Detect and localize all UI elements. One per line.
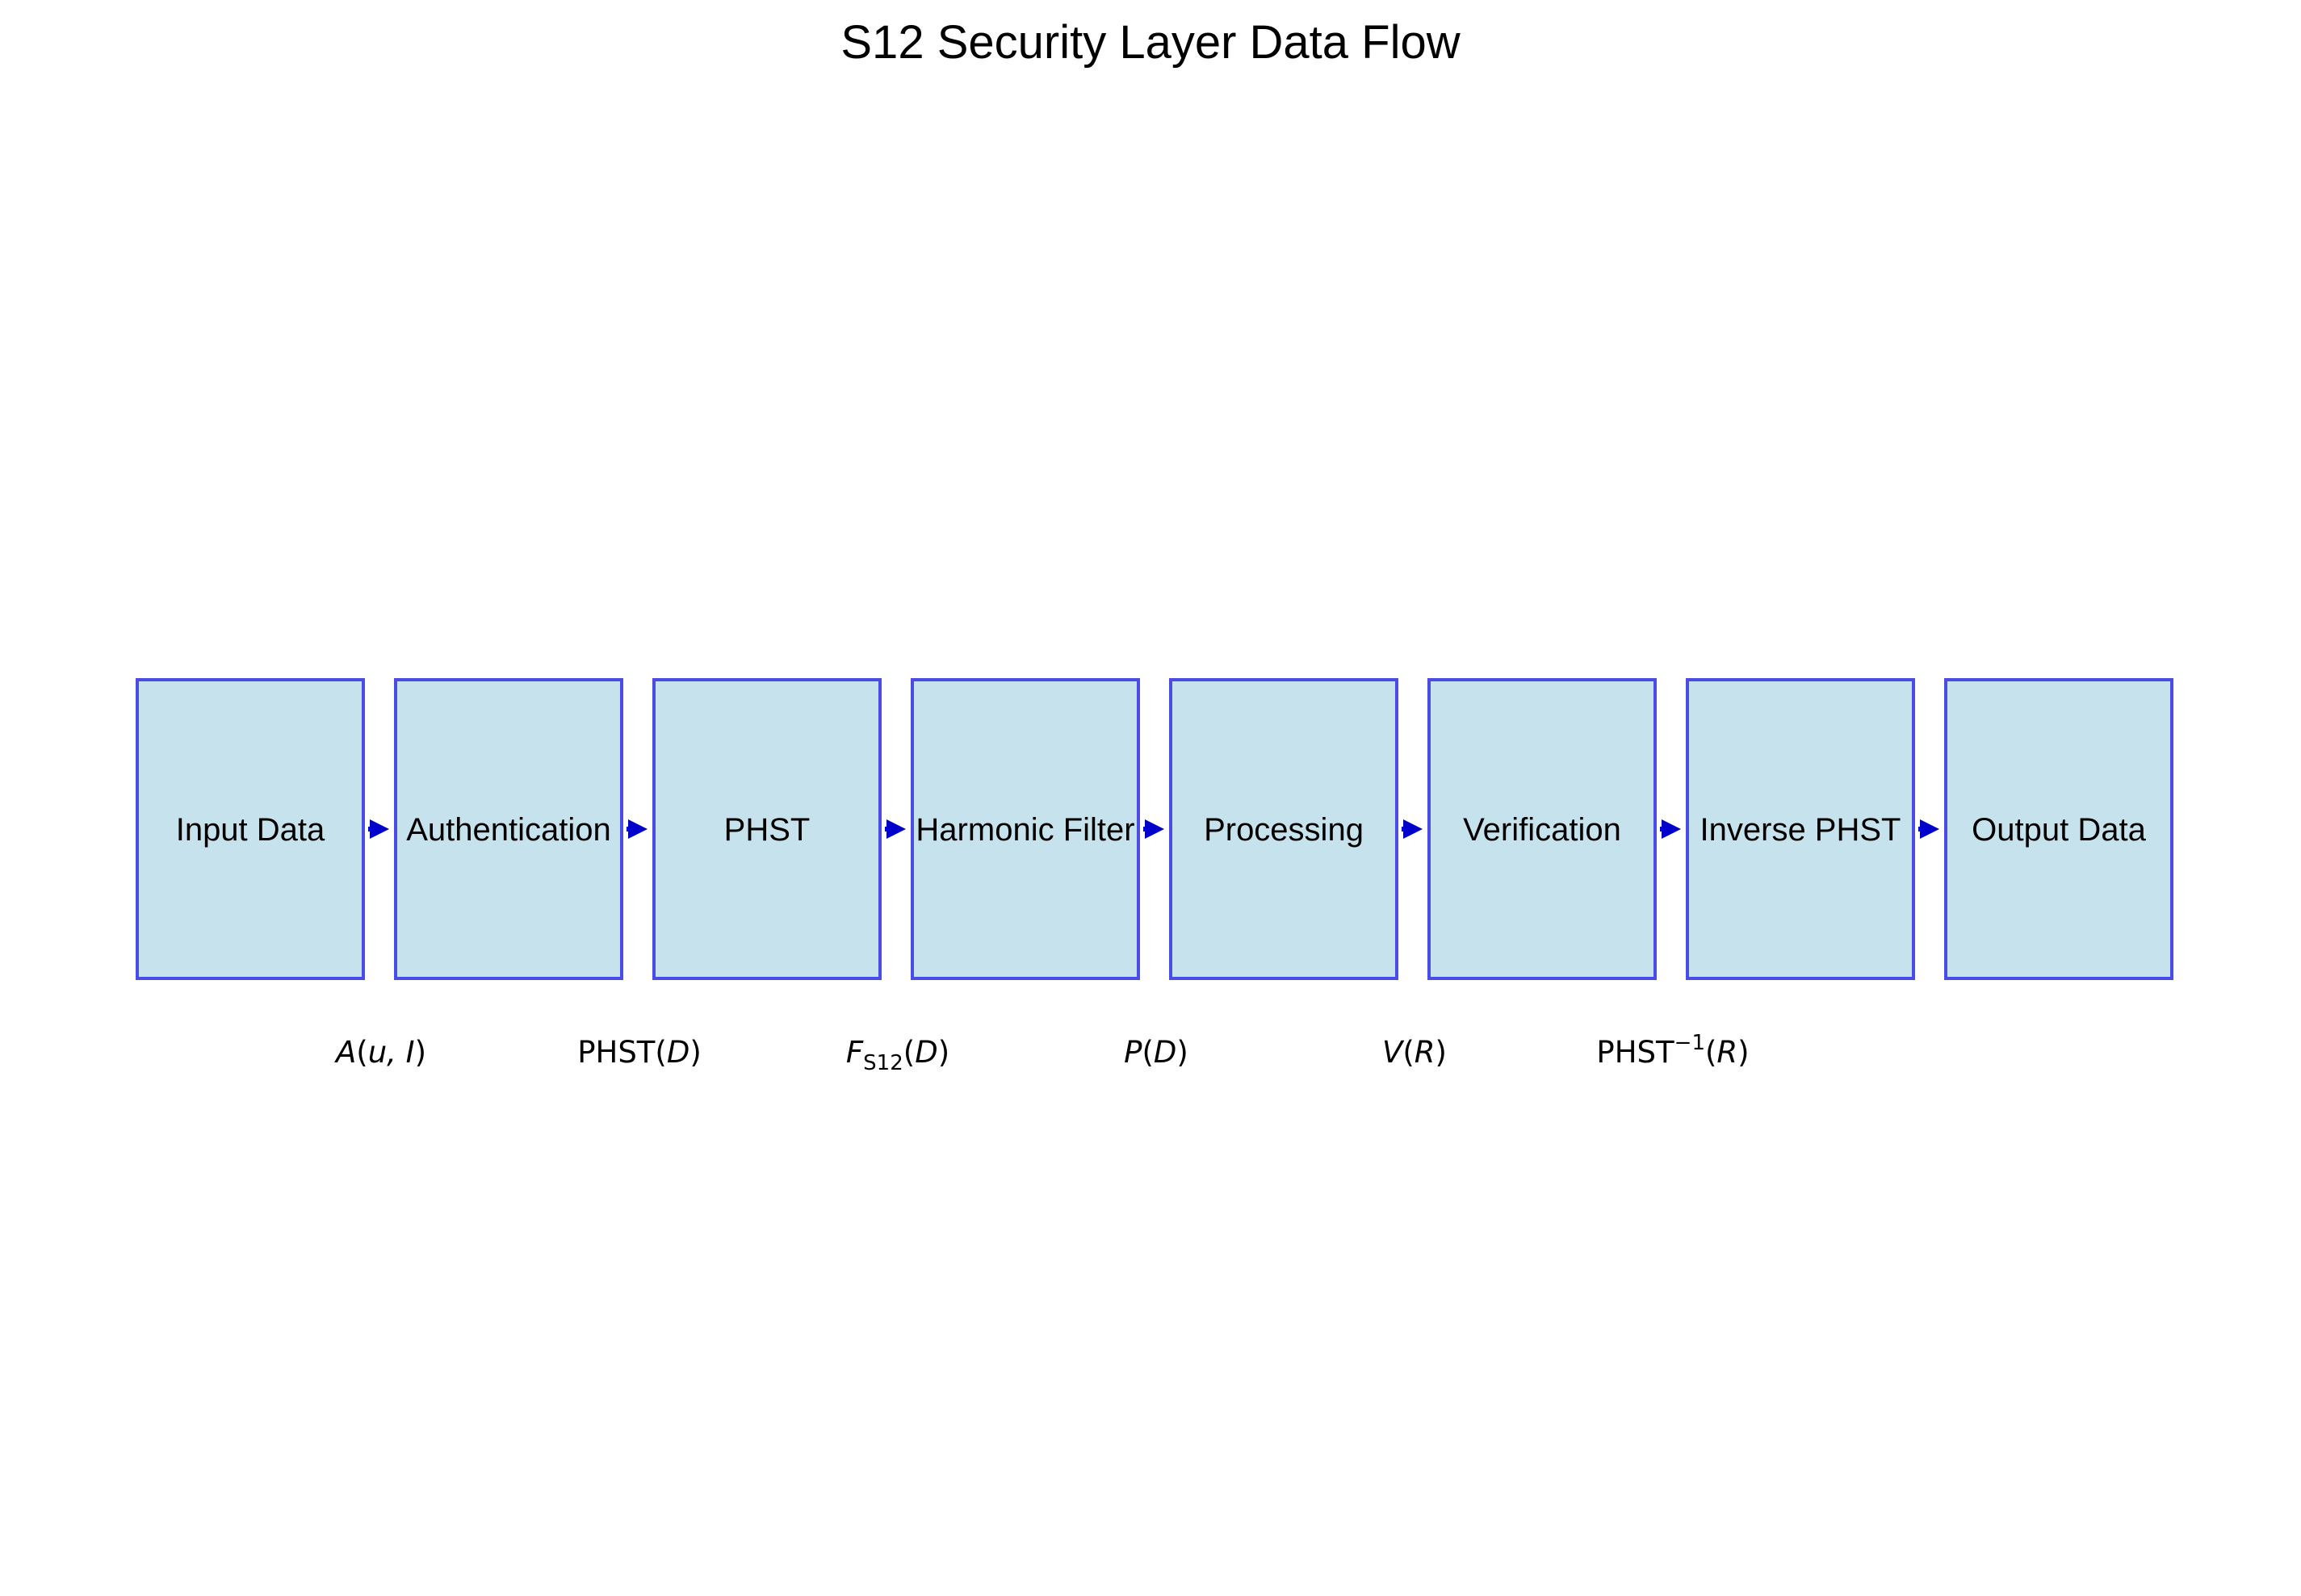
formula-label: V(R) [1382,1035,1447,1070]
stage-rect [911,678,1140,980]
stage-label: Verification [1463,812,1621,848]
stage-rect [652,678,882,980]
formula-name: F [846,1035,864,1070]
formula-args: u, I [368,1035,415,1070]
stage-layer: Input Data Authentication PHST Harmonic Fil… [136,678,2173,980]
formula-args: R [1415,1035,1436,1070]
stage-box-input: Input Data [136,678,365,980]
formula-name: V [1382,1035,1405,1070]
stage-label: Processing [1204,812,1364,848]
formula-layer: A(u, I) PHST(D) FS12(D) P(D) V(R) PHST−1(R) [334,1031,1750,1075]
formula-name: PHST [577,1035,656,1070]
stage-rect [136,678,365,980]
stage-rect [394,678,623,980]
stage-box-inverse-phst: Inverse PHST [1686,678,1915,980]
stage-box-phst: PHST [652,678,882,980]
stage-label: Authentication [406,812,611,848]
formula-superscript: −1 [1674,1031,1705,1055]
formula-name: A [334,1035,356,1070]
formula-args: D [1154,1035,1177,1070]
formula-label: PHST−1(R) [1596,1031,1749,1070]
stage-box-processing: Processing [1169,678,1398,980]
formula-label: FS12(D) [846,1035,949,1075]
stage-label: Inverse PHST [1700,812,1901,848]
stage-label: Harmonic Filter [916,812,1134,848]
stage-box-filter: Harmonic Filter [911,678,1140,980]
diagram-title: S12 Security Layer Data Flow [840,16,1461,69]
formula-label: P(D) [1124,1035,1188,1070]
stage-label: PHST [724,812,811,848]
stage-rect [1686,678,1915,980]
stage-box-output: Output Data [1944,678,2173,980]
formula-name: PHST [1596,1035,1674,1070]
stage-rect [1944,678,2173,980]
formula-name: P [1124,1035,1142,1070]
stage-label: Input Data [176,812,325,848]
formula-args: D [667,1035,690,1070]
formula-label: A(u, I) [334,1035,426,1070]
stage-rect [1427,678,1657,980]
formula-args: D [915,1035,938,1070]
formula-subscript: S12 [863,1051,903,1075]
stage-rect [1169,678,1398,980]
stage-box-verification: Verification [1427,678,1657,980]
stage-label: Output Data [1972,812,2146,848]
formula-label: PHST(D) [577,1035,702,1070]
formula-args: R [1716,1035,1737,1070]
stage-box-auth: Authentication [394,678,623,980]
